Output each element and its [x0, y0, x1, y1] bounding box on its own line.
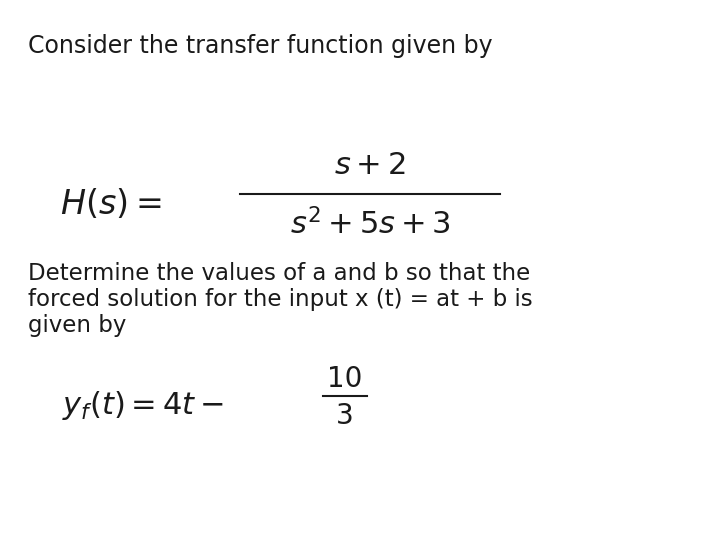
Text: given by: given by — [28, 314, 127, 337]
Text: $y_f(t)=4t-$: $y_f(t)=4t-$ — [62, 390, 224, 423]
Text: $H(s)=$: $H(s)=$ — [60, 187, 161, 221]
Text: 3: 3 — [336, 402, 354, 430]
Text: Determine the values of a and b so that the: Determine the values of a and b so that … — [28, 262, 530, 285]
Text: $s+2$: $s+2$ — [334, 151, 406, 181]
Text: forced solution for the input x (t) = at + b is: forced solution for the input x (t) = at… — [28, 288, 533, 311]
Text: $s^2+5s+3$: $s^2+5s+3$ — [289, 208, 451, 240]
Text: Consider the transfer function given by: Consider the transfer function given by — [28, 34, 492, 58]
Text: 10: 10 — [328, 365, 363, 393]
